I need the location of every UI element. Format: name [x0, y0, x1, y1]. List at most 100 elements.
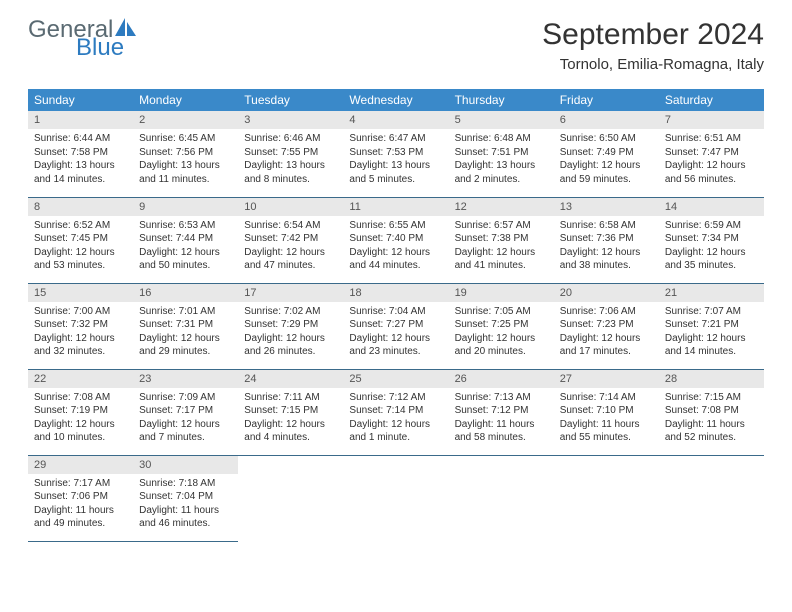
daylight-text-2: and 4 minutes.	[244, 431, 337, 445]
calendar-day-cell: 18Sunrise: 7:04 AMSunset: 7:27 PMDayligh…	[343, 283, 448, 369]
sunrise-text: Sunrise: 7:01 AM	[139, 305, 232, 319]
day-info: Sunrise: 6:51 AMSunset: 7:47 PMDaylight:…	[659, 129, 764, 189]
sunset-text: Sunset: 7:49 PM	[560, 146, 653, 160]
day-number: 13	[554, 198, 659, 216]
daylight-text-1: Daylight: 12 hours	[244, 246, 337, 260]
daylight-text-1: Daylight: 12 hours	[139, 246, 232, 260]
sunrise-text: Sunrise: 7:14 AM	[560, 391, 653, 405]
sunset-text: Sunset: 7:04 PM	[139, 490, 232, 504]
day-info: Sunrise: 6:47 AMSunset: 7:53 PMDaylight:…	[343, 129, 448, 189]
calendar-week-row: 22Sunrise: 7:08 AMSunset: 7:19 PMDayligh…	[28, 369, 764, 455]
daylight-text-1: Daylight: 12 hours	[560, 332, 653, 346]
calendar-day-cell: 6Sunrise: 6:50 AMSunset: 7:49 PMDaylight…	[554, 111, 659, 197]
day-number: 21	[659, 284, 764, 302]
calendar-day-cell: 24Sunrise: 7:11 AMSunset: 7:15 PMDayligh…	[238, 369, 343, 455]
sunrise-text: Sunrise: 6:45 AM	[139, 132, 232, 146]
calendar-day-cell: 21Sunrise: 7:07 AMSunset: 7:21 PMDayligh…	[659, 283, 764, 369]
sunset-text: Sunset: 7:47 PM	[665, 146, 758, 160]
daylight-text-2: and 41 minutes.	[455, 259, 548, 273]
sunset-text: Sunset: 7:29 PM	[244, 318, 337, 332]
day-info: Sunrise: 7:09 AMSunset: 7:17 PMDaylight:…	[133, 388, 238, 448]
day-number: 19	[449, 284, 554, 302]
daylight-text-2: and 1 minute.	[349, 431, 442, 445]
daylight-text-1: Daylight: 12 hours	[244, 418, 337, 432]
calendar-day-cell: 14Sunrise: 6:59 AMSunset: 7:34 PMDayligh…	[659, 197, 764, 283]
day-info: Sunrise: 7:17 AMSunset: 7:06 PMDaylight:…	[28, 474, 133, 534]
sunrise-text: Sunrise: 7:08 AM	[34, 391, 127, 405]
day-info: Sunrise: 6:55 AMSunset: 7:40 PMDaylight:…	[343, 216, 448, 276]
daylight-text-1: Daylight: 12 hours	[665, 332, 758, 346]
day-info: Sunrise: 6:58 AMSunset: 7:36 PMDaylight:…	[554, 216, 659, 276]
calendar-day-cell: 15Sunrise: 7:00 AMSunset: 7:32 PMDayligh…	[28, 283, 133, 369]
calendar-day-cell: 1Sunrise: 6:44 AMSunset: 7:58 PMDaylight…	[28, 111, 133, 197]
sunset-text: Sunset: 7:44 PM	[139, 232, 232, 246]
sunset-text: Sunset: 7:56 PM	[139, 146, 232, 160]
day-info: Sunrise: 7:08 AMSunset: 7:19 PMDaylight:…	[28, 388, 133, 448]
calendar-day-cell: 10 Sunrise: 6:54 AMSunset: 7:42 PMDayligh…	[238, 197, 343, 283]
calendar-table: Sunday Monday Tuesday Wednesday Thursday…	[28, 89, 764, 542]
calendar-day-cell: .	[343, 455, 448, 541]
sunset-text: Sunset: 7:31 PM	[139, 318, 232, 332]
daylight-text-2: and 49 minutes.	[34, 517, 127, 531]
page-title: September 2024	[542, 18, 764, 52]
sunrise-text: Sunrise: 7:12 AM	[349, 391, 442, 405]
sunrise-text: Sunrise: 7:13 AM	[455, 391, 548, 405]
daylight-text-2: and 14 minutes.	[34, 173, 127, 187]
day-info: Sunrise: 7:00 AMSunset: 7:32 PMDaylight:…	[28, 302, 133, 362]
sunset-text: Sunset: 7:21 PM	[665, 318, 758, 332]
sunset-text: Sunset: 7:36 PM	[560, 232, 653, 246]
daylight-text-2: and 14 minutes.	[665, 345, 758, 359]
sunset-text: Sunset: 7:06 PM	[34, 490, 127, 504]
calendar-day-cell: 9Sunrise: 6:53 AMSunset: 7:44 PMDaylight…	[133, 197, 238, 283]
day-info: Sunrise: 7:01 AMSunset: 7:31 PMDaylight:…	[133, 302, 238, 362]
day-number: 20	[554, 284, 659, 302]
daylight-text-2: and 20 minutes.	[455, 345, 548, 359]
calendar-day-cell: 11Sunrise: 6:55 AMSunset: 7:40 PMDayligh…	[343, 197, 448, 283]
sunset-text: Sunset: 7:32 PM	[34, 318, 127, 332]
calendar-day-cell: 25Sunrise: 7:12 AMSunset: 7:14 PMDayligh…	[343, 369, 448, 455]
calendar-day-cell: .	[554, 455, 659, 541]
sunrise-text: Sunrise: 6:46 AM	[244, 132, 337, 146]
day-info: Sunrise: 7:12 AMSunset: 7:14 PMDaylight:…	[343, 388, 448, 448]
sunset-text: Sunset: 7:19 PM	[34, 404, 127, 418]
daylight-text-2: and 2 minutes.	[455, 173, 548, 187]
weekday-header: Saturday	[659, 89, 764, 111]
daylight-text-1: Daylight: 12 hours	[455, 246, 548, 260]
sunset-text: Sunset: 7:42 PM	[244, 232, 337, 246]
day-info: Sunrise: 7:07 AMSunset: 7:21 PMDaylight:…	[659, 302, 764, 362]
sunset-text: Sunset: 7:27 PM	[349, 318, 442, 332]
sunset-text: Sunset: 7:38 PM	[455, 232, 548, 246]
day-number: 10	[238, 198, 343, 216]
day-number: 3	[238, 111, 343, 129]
day-info: Sunrise: 6:53 AMSunset: 7:44 PMDaylight:…	[133, 216, 238, 276]
day-number: 18	[343, 284, 448, 302]
sunset-text: Sunset: 7:12 PM	[455, 404, 548, 418]
day-info: Sunrise: 7:15 AMSunset: 7:08 PMDaylight:…	[659, 388, 764, 448]
sunrise-text: Sunrise: 6:58 AM	[560, 219, 653, 233]
header: General Blue September 2024 Tornolo, Emi…	[28, 18, 764, 73]
sunrise-text: Sunrise: 7:02 AM	[244, 305, 337, 319]
day-info: Sunrise: 6:48 AMSunset: 7:51 PMDaylight:…	[449, 129, 554, 189]
daylight-text-2: and 29 minutes.	[139, 345, 232, 359]
sunset-text: Sunset: 7:55 PM	[244, 146, 337, 160]
day-number: 29	[28, 456, 133, 474]
calendar-day-cell: 4Sunrise: 6:47 AMSunset: 7:53 PMDaylight…	[343, 111, 448, 197]
sunrise-text: Sunrise: 7:00 AM	[34, 305, 127, 319]
weekday-header: Thursday	[449, 89, 554, 111]
daylight-text-2: and 38 minutes.	[560, 259, 653, 273]
sunrise-text: Sunrise: 7:09 AM	[139, 391, 232, 405]
sunrise-text: Sunrise: 7:15 AM	[665, 391, 758, 405]
daylight-text-1: Daylight: 12 hours	[455, 332, 548, 346]
day-number: 5	[449, 111, 554, 129]
sunrise-text: Sunrise: 6:52 AM	[34, 219, 127, 233]
calendar-day-cell: 28Sunrise: 7:15 AMSunset: 7:08 PMDayligh…	[659, 369, 764, 455]
logo-text-blue: Blue	[76, 36, 137, 60]
day-info: Sunrise: 7:05 AMSunset: 7:25 PMDaylight:…	[449, 302, 554, 362]
calendar-day-cell: 2Sunrise: 6:45 AMSunset: 7:56 PMDaylight…	[133, 111, 238, 197]
sunset-text: Sunset: 7:08 PM	[665, 404, 758, 418]
daylight-text-1: Daylight: 12 hours	[665, 246, 758, 260]
sunrise-text: Sunrise: 6:54 AM	[244, 219, 337, 233]
day-info: Sunrise: 7:13 AMSunset: 7:12 PMDaylight:…	[449, 388, 554, 448]
daylight-text-2: and 55 minutes.	[560, 431, 653, 445]
day-number: 2	[133, 111, 238, 129]
